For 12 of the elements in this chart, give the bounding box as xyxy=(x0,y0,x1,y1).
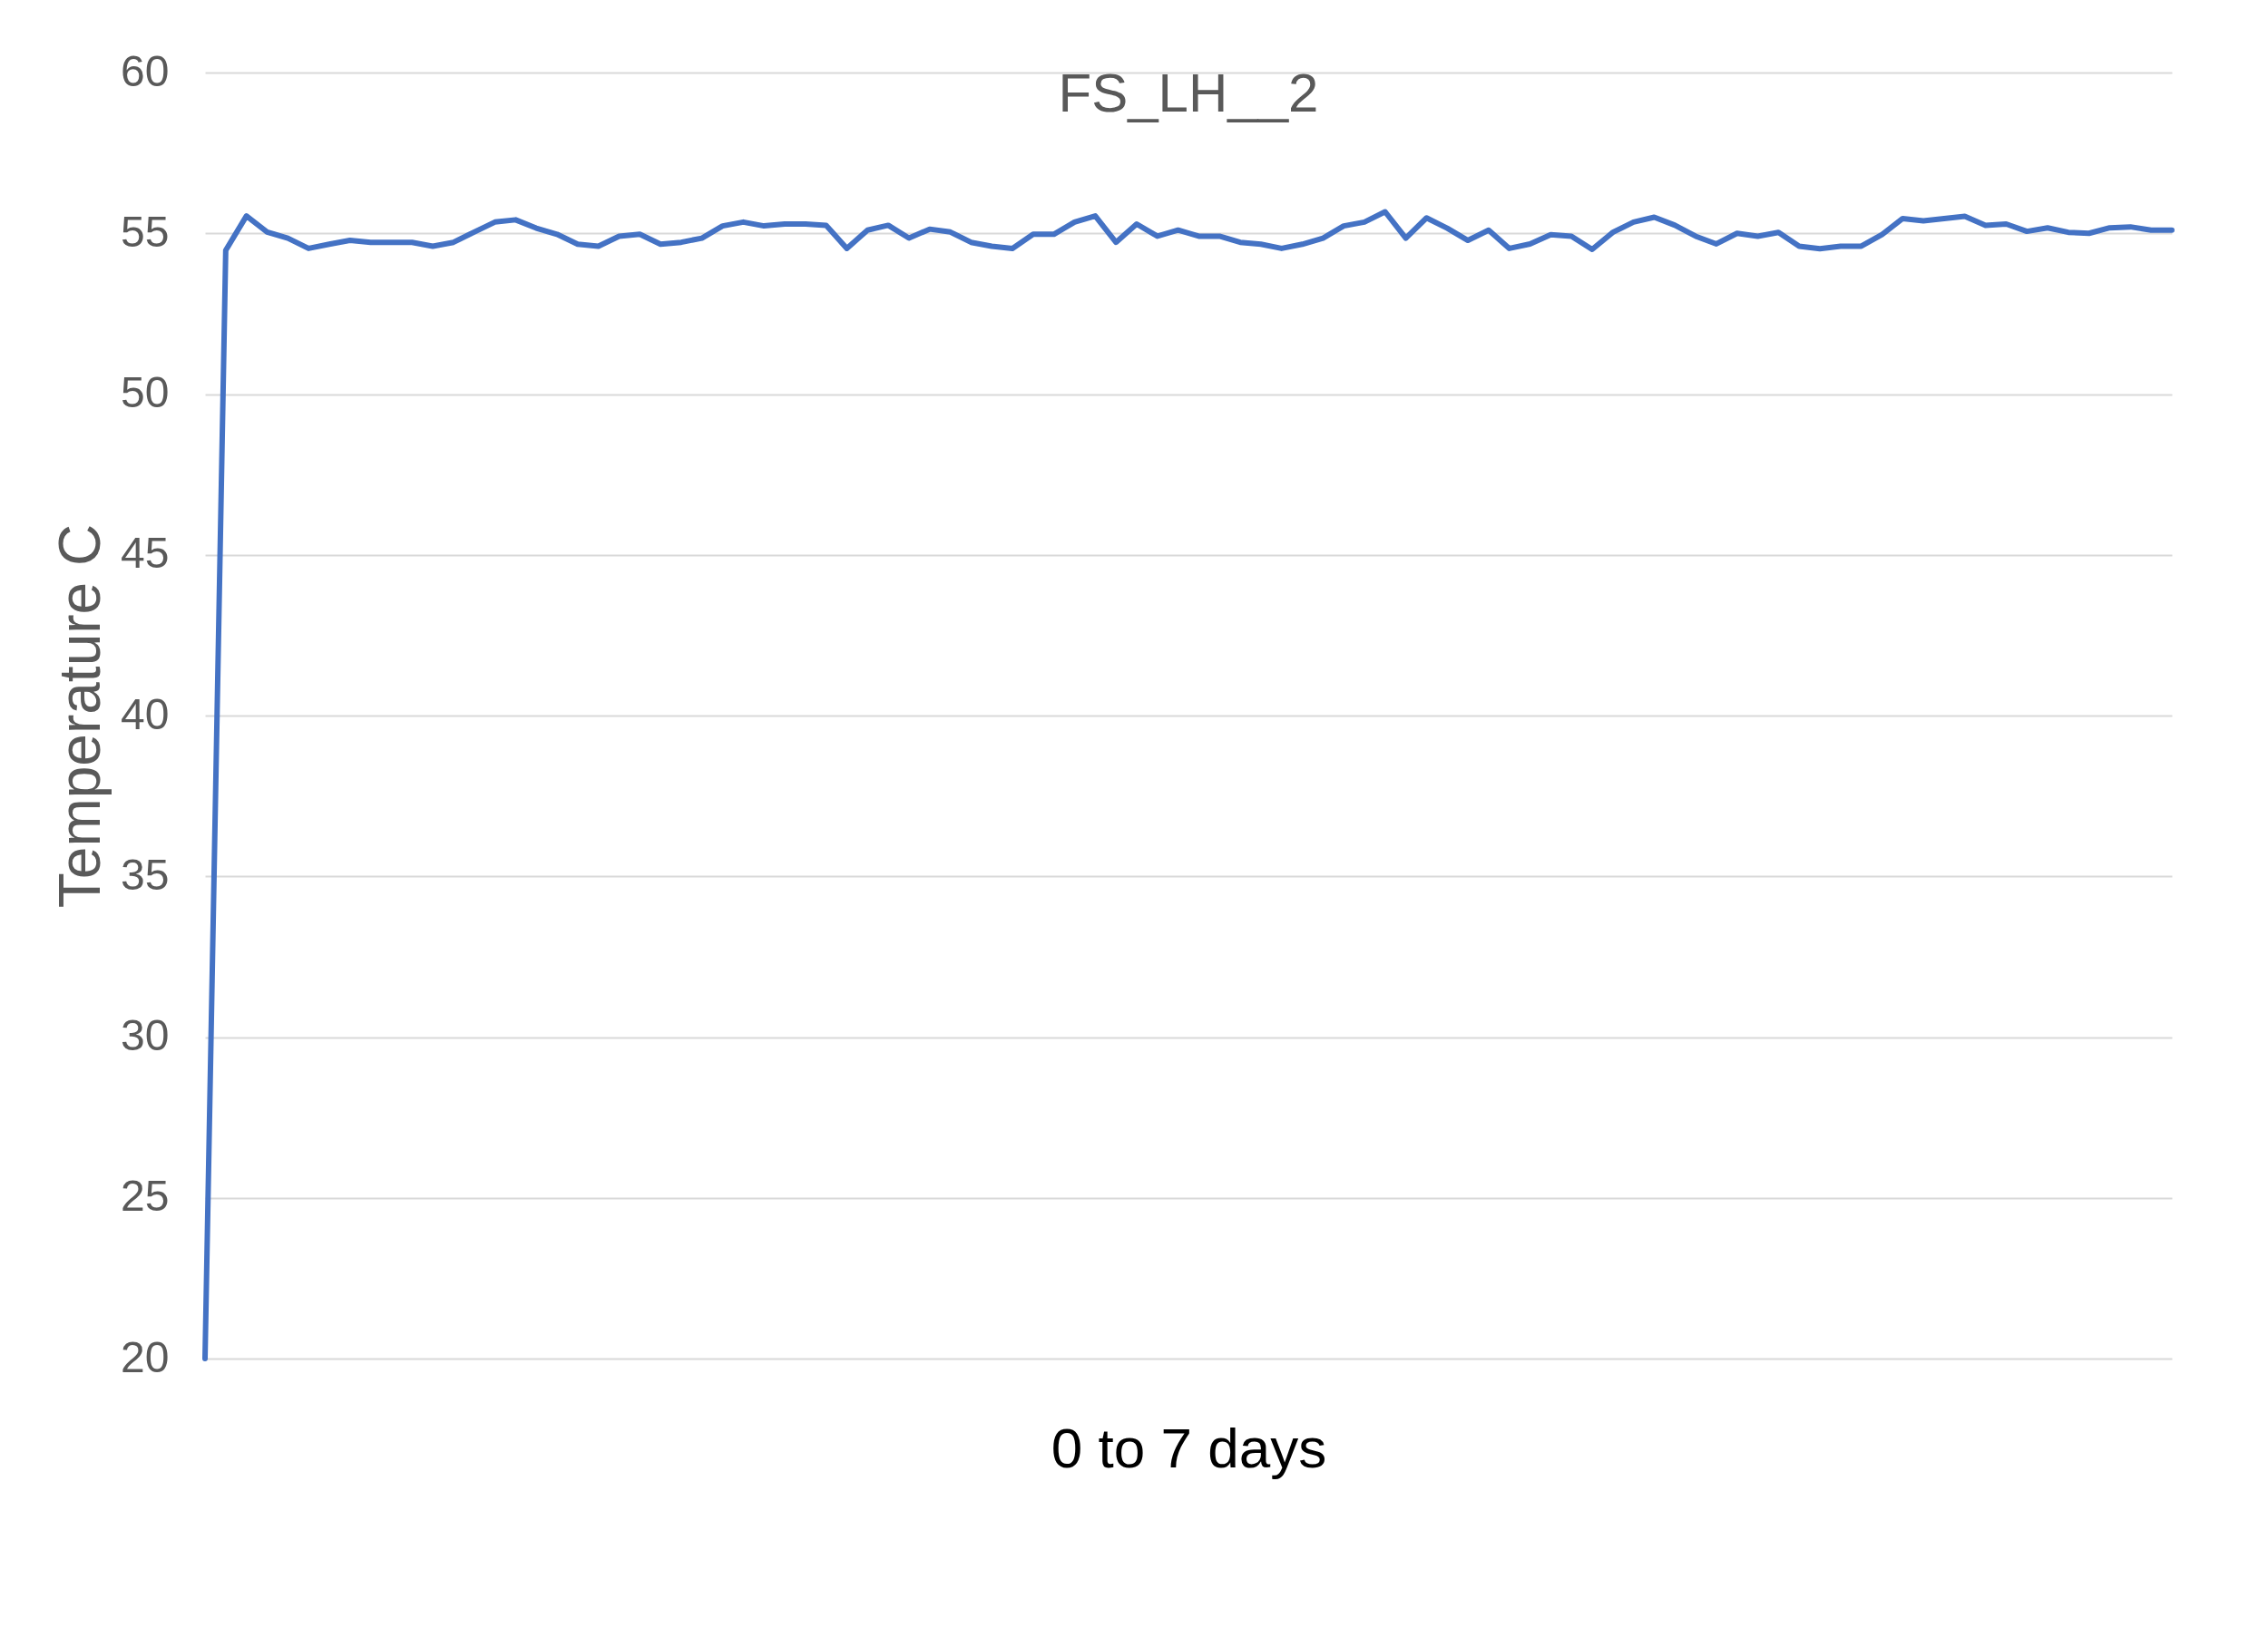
y-tick-label: 35 xyxy=(121,850,170,899)
y-tick-label: 50 xyxy=(121,368,170,416)
chart-title: FS_LH__2 xyxy=(1058,63,1319,123)
y-tick-label: 45 xyxy=(121,529,170,578)
y-tick-label: 40 xyxy=(121,689,170,738)
y-tick-label: 25 xyxy=(121,1172,170,1221)
y-tick-label: 60 xyxy=(121,46,170,95)
y-axis-title: Temperature C xyxy=(47,523,113,909)
x-axis-title: 0 to 7 days xyxy=(1051,1416,1327,1479)
y-tick-label: 20 xyxy=(121,1332,170,1381)
y-tick-label: 30 xyxy=(121,1011,170,1059)
y-tick-label: 55 xyxy=(121,207,170,256)
